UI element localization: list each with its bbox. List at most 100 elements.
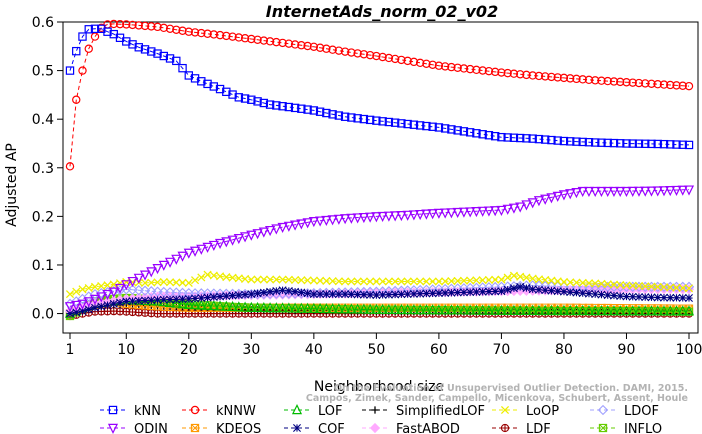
point-loop bbox=[72, 287, 81, 296]
legend-label: SimplifiedLOF bbox=[396, 404, 485, 419]
point-lof bbox=[483, 304, 494, 315]
point-lof bbox=[671, 305, 682, 316]
point-odin bbox=[533, 196, 545, 207]
y-tick-label: 0.0 bbox=[32, 307, 54, 323]
point-lof bbox=[427, 304, 438, 315]
point-cof bbox=[509, 284, 518, 293]
point-odin bbox=[590, 186, 601, 198]
point-loop bbox=[247, 275, 256, 284]
point-knnw bbox=[340, 47, 350, 56]
point-cof bbox=[66, 309, 74, 318]
point-knn bbox=[559, 136, 569, 146]
point-knn bbox=[78, 32, 87, 41]
point-loop bbox=[609, 280, 619, 289]
point-knnw bbox=[165, 24, 175, 34]
point-cof bbox=[447, 288, 456, 297]
point-odin bbox=[202, 242, 213, 253]
point-cof bbox=[372, 291, 381, 300]
point-cof bbox=[347, 290, 356, 299]
point-lof bbox=[308, 302, 319, 313]
point-loop bbox=[434, 277, 443, 286]
point-knnw bbox=[234, 33, 244, 42]
point-loop bbox=[109, 280, 118, 289]
point-cof bbox=[128, 297, 137, 306]
point-cof bbox=[234, 291, 243, 300]
point-loop bbox=[266, 275, 275, 284]
point-cof bbox=[284, 286, 293, 295]
point-odin bbox=[608, 186, 620, 198]
point-knnw bbox=[434, 61, 444, 70]
point-knnw bbox=[409, 57, 419, 67]
point-knn bbox=[597, 138, 606, 147]
point-odin bbox=[158, 260, 169, 271]
point-lof bbox=[440, 304, 451, 315]
point-knnw bbox=[572, 74, 581, 84]
point-cof bbox=[122, 297, 131, 306]
point-loop bbox=[516, 272, 525, 281]
point-odin bbox=[283, 221, 294, 232]
point-lof bbox=[677, 305, 688, 316]
point-knnw bbox=[647, 79, 656, 89]
legend-swatch-marker bbox=[190, 405, 200, 415]
series-line-knnw bbox=[69, 23, 690, 167]
point-loop bbox=[672, 283, 681, 292]
point-odin bbox=[64, 302, 76, 313]
point-odin bbox=[277, 222, 288, 234]
point-knnw bbox=[228, 32, 237, 41]
point-knn bbox=[190, 74, 200, 83]
point-lof bbox=[515, 304, 526, 315]
point-lof bbox=[365, 303, 376, 314]
point-loop bbox=[322, 276, 331, 285]
plot-frame bbox=[62, 21, 699, 334]
point-loop bbox=[140, 278, 150, 288]
point-odin bbox=[183, 248, 194, 259]
point-knn bbox=[178, 63, 187, 73]
point-knnw bbox=[459, 64, 469, 73]
point-loop bbox=[509, 271, 518, 280]
point-odin bbox=[596, 186, 607, 198]
point-knnw bbox=[591, 76, 600, 85]
point-knnw bbox=[184, 27, 193, 36]
point-knn bbox=[153, 49, 162, 58]
point-odin bbox=[390, 211, 401, 222]
point-knnw bbox=[334, 46, 344, 55]
point-cof bbox=[359, 290, 368, 299]
point-loop bbox=[197, 273, 206, 282]
point-knnw bbox=[215, 30, 225, 40]
legend-entry-odin: ODIN bbox=[100, 422, 168, 434]
point-odin bbox=[677, 185, 688, 196]
point-cof bbox=[416, 289, 425, 298]
point-lof bbox=[577, 304, 588, 315]
point-lof bbox=[615, 305, 626, 316]
point-cof bbox=[616, 292, 625, 301]
point-cof bbox=[391, 290, 400, 299]
point-odin bbox=[621, 186, 632, 198]
point-cof bbox=[653, 293, 662, 302]
y-axis-label: Adjusted AP bbox=[4, 143, 20, 227]
point-cof bbox=[422, 289, 431, 298]
legend-swatch-marker bbox=[371, 406, 379, 414]
point-cof bbox=[566, 288, 575, 297]
point-lof bbox=[177, 298, 188, 309]
point-loop bbox=[603, 280, 612, 289]
point-loop bbox=[65, 290, 75, 299]
point-knn bbox=[659, 139, 669, 149]
point-knnw bbox=[122, 20, 131, 29]
point-knn bbox=[147, 47, 156, 56]
point-loop bbox=[334, 277, 343, 286]
point-loop bbox=[384, 277, 393, 286]
point-ldof bbox=[139, 285, 151, 296]
point-knn bbox=[390, 118, 400, 127]
point-lof bbox=[271, 302, 282, 313]
point-loop bbox=[272, 275, 281, 284]
point-knn bbox=[72, 46, 81, 56]
point-odin bbox=[490, 206, 501, 217]
point-cof bbox=[178, 295, 187, 304]
point-cof bbox=[278, 286, 287, 295]
point-lof bbox=[652, 305, 663, 316]
point-odin bbox=[252, 229, 263, 240]
point-cof bbox=[266, 287, 275, 296]
point-knnw bbox=[422, 59, 431, 68]
point-odin bbox=[233, 233, 244, 245]
point-knnw bbox=[378, 52, 387, 62]
